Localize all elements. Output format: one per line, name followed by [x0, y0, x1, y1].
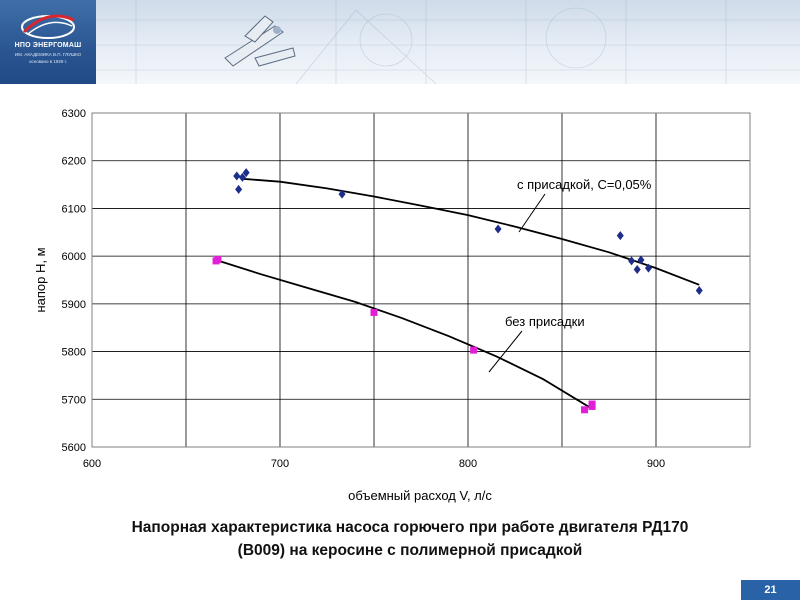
axis-ticks: 5600 5700 5800 5900 6000 6100 6200 6300 600 700 80…	[62, 108, 666, 470]
data-point-with-additive	[616, 231, 624, 241]
data-point-without-additive	[214, 255, 222, 263]
trend-line-without-additive	[215, 259, 593, 410]
data-point-with-additive	[494, 224, 502, 234]
data-point-with-additive	[233, 171, 241, 181]
x-tick-label: 800	[459, 458, 477, 470]
x-tick-label: 600	[83, 458, 101, 470]
company-logo	[21, 14, 75, 39]
annotations: с присадкой, С=0,05% без присадки	[488, 177, 652, 373]
data-point-with-additive	[235, 184, 243, 194]
x-axis-label: объемный расход V, л/с	[348, 488, 492, 503]
data-point-with-additive	[338, 189, 346, 199]
y-tick-label: 6000	[62, 251, 86, 263]
y-tick-label: 5900	[62, 299, 86, 311]
page-number: 21	[741, 580, 800, 600]
y-tick-label: 6100	[62, 203, 86, 215]
brand-subtitle: ИМ. АКАДЕМИКА В.П. ГЛУШКО	[14, 52, 82, 57]
y-tick-label: 6300	[62, 108, 86, 120]
y-tick-label: 5800	[62, 347, 86, 359]
banner-decoration	[96, 0, 800, 84]
brand-name: НПО ЭНЕРГОМАШ	[14, 42, 82, 49]
annotation-without-additive: без присадки	[505, 314, 585, 329]
y-tick-label: 5700	[62, 394, 86, 406]
x-tick-label: 700	[271, 458, 289, 470]
y-tick-label: 5600	[62, 442, 86, 454]
data-points	[212, 168, 703, 414]
brand-panel: НПО ЭНЕРГОМАШ ИМ. АКАДЕМИКА В.П. ГЛУШКО …	[0, 0, 96, 84]
annotation-leader-with-additive	[518, 193, 546, 233]
data-point-without-additive	[588, 400, 596, 408]
y-tick-label: 6200	[62, 156, 86, 168]
trend-lines	[215, 177, 700, 410]
annotation-leader-without-additive	[488, 330, 523, 373]
data-point-with-additive	[644, 263, 652, 273]
data-point-with-additive	[633, 265, 641, 275]
data-point-without-additive	[470, 346, 478, 354]
x-tick-label: 900	[647, 458, 665, 470]
data-point-with-additive	[695, 285, 703, 295]
data-point-without-additive	[370, 308, 378, 316]
spacecraft-image	[224, 15, 296, 67]
plot-area	[91, 112, 751, 448]
data-point-with-additive	[637, 255, 645, 265]
slide-caption: Напорная характеристика насоса горючего …	[60, 516, 760, 562]
data-point-without-additive	[581, 406, 589, 414]
caption-line-1: Напорная характеристика насоса горючего …	[131, 519, 689, 536]
data-point-with-additive	[238, 172, 246, 182]
header-banner: НПО ЭНЕРГОМАШ ИМ. АКАДЕМИКА В.П. ГЛУШКО …	[0, 0, 800, 84]
trend-line-with-additive	[242, 177, 700, 286]
brand-founded: основано в 1929 г.	[28, 59, 68, 64]
data-point-with-additive	[242, 168, 250, 178]
chart-grid	[91, 112, 751, 448]
annotation-with-additive: с присадкой, С=0,05%	[517, 177, 652, 192]
caption-line-2: (В009) на керосине с полимерной присадко…	[237, 542, 583, 559]
y-axis-label: напор H, м	[33, 247, 48, 312]
data-point-with-additive	[628, 256, 636, 266]
